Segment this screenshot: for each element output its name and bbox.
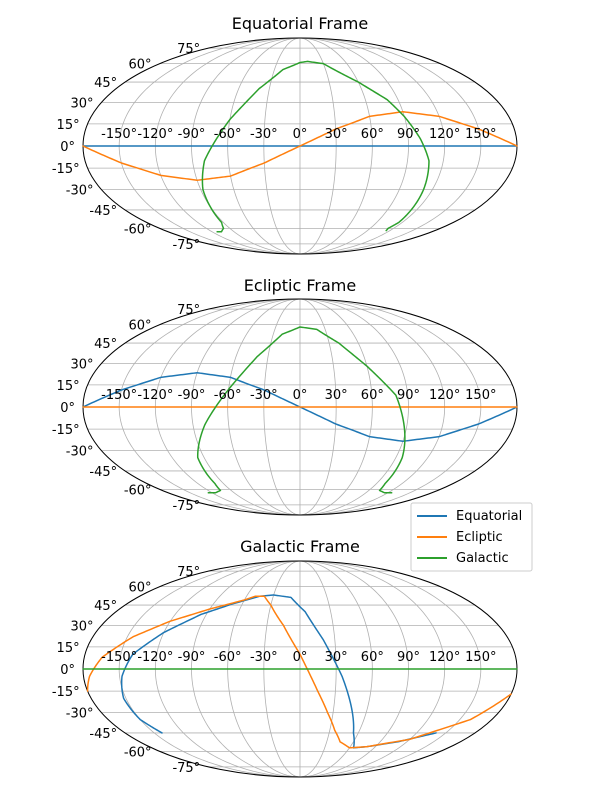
tick-label-lon: -30°: [250, 650, 278, 665]
series-line-galactic: [196, 326, 406, 494]
tick-label-lon: -90°: [178, 127, 206, 142]
tick-label-lon: 90°: [397, 650, 420, 665]
tick-label-lon: 0°: [293, 388, 308, 403]
chart-title: Galactic Frame: [240, 537, 360, 556]
tick-label-lat: -60°: [124, 745, 152, 760]
series-line-ecliptic: [82, 110, 518, 182]
tick-label-lat: -15°: [52, 162, 80, 177]
tick-label-lat: 75°: [177, 303, 200, 318]
tick-label-lon: 150°: [465, 388, 496, 403]
tick-label-lon: 60°: [361, 650, 384, 665]
tick-label-lat: 0°: [60, 663, 75, 678]
tick-label-lat: 30°: [70, 619, 93, 634]
chart-title: Ecliptic Frame: [244, 276, 356, 295]
tick-label-lon: 150°: [465, 650, 496, 665]
tick-label-lat: -75°: [172, 238, 200, 253]
tick-label-lon: 30°: [325, 127, 348, 142]
tick-label-lon: 60°: [361, 388, 384, 403]
tick-label-lon: -120°: [137, 650, 173, 665]
tick-label-lat: 15°: [57, 118, 80, 133]
tick-label-lat: -45°: [89, 204, 117, 219]
tick-label-lat: -30°: [66, 445, 94, 460]
legend: Equatorial Ecliptic Galactic: [410, 502, 533, 572]
tick-label-lon: 60°: [361, 127, 384, 142]
tick-label-lon: 90°: [397, 127, 420, 142]
tick-label-lat: -45°: [89, 465, 117, 480]
tick-label-lon: -60°: [214, 388, 242, 403]
chart-title: Equatorial Frame: [232, 14, 368, 33]
tick-label-lat: 0°: [60, 140, 75, 155]
tick-label-lat: -45°: [89, 727, 117, 742]
tick-label-lon: -120°: [137, 127, 173, 142]
series-line-equatorial: [120, 594, 437, 749]
series-line-galactic: [201, 60, 430, 233]
legend-label-ecliptic: Ecliptic: [456, 530, 503, 545]
tick-label-lon: 0°: [293, 127, 308, 142]
tick-label-lon: 0°: [293, 650, 308, 665]
tick-label-lat: 60°: [129, 319, 152, 334]
tick-label-lon: -60°: [214, 650, 242, 665]
tick-label-lat: 15°: [57, 379, 80, 394]
tick-label-lon: 120°: [429, 127, 460, 142]
tick-label-lat: -30°: [66, 707, 94, 722]
tick-label-lat: -15°: [52, 423, 80, 438]
tick-label-lat: 60°: [129, 581, 152, 596]
tick-label-lat: 15°: [57, 641, 80, 656]
tick-label-lat: -75°: [172, 499, 200, 514]
tick-label-lon: -90°: [178, 388, 206, 403]
tick-label-lat: -60°: [124, 483, 152, 498]
tick-label-lat: 75°: [177, 42, 200, 57]
tick-label-lon: -150°: [101, 127, 137, 142]
tick-label-lat: -30°: [66, 184, 94, 199]
tick-label-lat: 45°: [94, 76, 117, 91]
tick-label-lat: -75°: [172, 761, 200, 776]
tick-label-lat: 45°: [94, 599, 117, 614]
tick-label-lon: -60°: [214, 127, 242, 142]
tick-label-lon: 30°: [325, 388, 348, 403]
tick-label-lon: -120°: [137, 388, 173, 403]
tick-label-lat: 30°: [70, 96, 93, 111]
tick-label-lon: -30°: [250, 388, 278, 403]
tick-label-lat: 60°: [129, 58, 152, 73]
tick-label-lon: 120°: [429, 388, 460, 403]
tick-label-lon: 90°: [397, 388, 420, 403]
tick-label-lat: -15°: [52, 685, 80, 700]
tick-label-lon: -150°: [101, 388, 137, 403]
series-line-ecliptic: [86, 595, 512, 749]
tick-label-lon: -90°: [178, 650, 206, 665]
chart-panel: Galactic Frame -150° -120° -90° -60° -30° 0° 30…: [52, 537, 518, 778]
tick-label-lon: -150°: [101, 650, 137, 665]
tick-label-lon: 150°: [465, 127, 496, 142]
chart-panel: Equatorial Frame -150° -120° -90° -60° -30° 0°…: [52, 14, 518, 255]
tick-label-lat: -60°: [124, 222, 152, 237]
chart-panel: Ecliptic Frame -150° -120° -90° -60° -30° 0° 30…: [52, 276, 518, 516]
tick-label-lat: 45°: [94, 337, 117, 352]
tick-label-lat: 75°: [177, 565, 200, 580]
tick-label-lon: 120°: [429, 650, 460, 665]
tick-label-lat: 30°: [70, 357, 93, 372]
legend-box: [410, 502, 533, 572]
legend-label-galactic: Galactic: [456, 551, 509, 566]
tick-label-lon: 30°: [325, 650, 348, 665]
legend-label-equatorial: Equatorial: [456, 509, 522, 524]
tick-label-lon: -30°: [250, 127, 278, 142]
tick-label-lat: 0°: [60, 401, 75, 416]
